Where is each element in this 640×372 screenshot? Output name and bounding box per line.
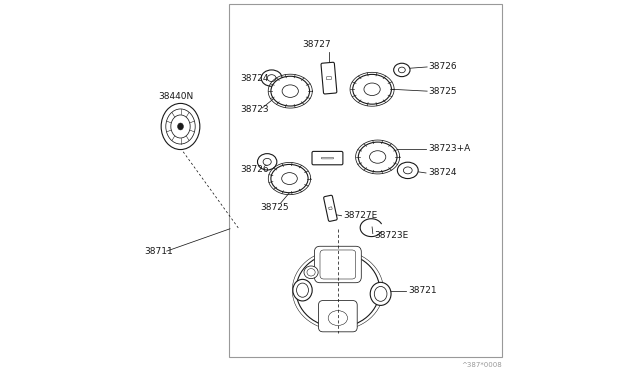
Ellipse shape xyxy=(171,115,190,138)
Ellipse shape xyxy=(282,173,298,185)
Text: 38726: 38726 xyxy=(240,165,269,174)
Ellipse shape xyxy=(304,266,318,279)
Text: 38711: 38711 xyxy=(145,247,173,256)
Ellipse shape xyxy=(403,167,412,174)
Text: 38440N: 38440N xyxy=(158,92,193,101)
Ellipse shape xyxy=(370,282,391,305)
Text: 38726: 38726 xyxy=(429,62,457,71)
Ellipse shape xyxy=(166,109,195,144)
Text: ^387*0008: ^387*0008 xyxy=(461,362,502,368)
Text: 38723E: 38723E xyxy=(374,231,408,240)
Ellipse shape xyxy=(328,311,348,326)
Text: 38725: 38725 xyxy=(429,87,457,96)
FancyBboxPatch shape xyxy=(320,250,356,279)
Text: 38725: 38725 xyxy=(260,203,289,212)
Ellipse shape xyxy=(177,123,184,130)
Ellipse shape xyxy=(293,279,312,301)
Ellipse shape xyxy=(257,154,277,170)
Ellipse shape xyxy=(271,164,308,193)
Ellipse shape xyxy=(364,83,380,96)
Ellipse shape xyxy=(296,253,380,327)
Text: 38723: 38723 xyxy=(240,105,269,114)
FancyBboxPatch shape xyxy=(321,157,333,159)
Ellipse shape xyxy=(261,70,282,86)
Ellipse shape xyxy=(394,63,410,77)
Ellipse shape xyxy=(296,283,308,297)
FancyBboxPatch shape xyxy=(324,195,337,221)
FancyBboxPatch shape xyxy=(329,207,332,210)
Text: 38724: 38724 xyxy=(240,74,269,83)
Ellipse shape xyxy=(358,142,397,172)
Ellipse shape xyxy=(161,103,200,150)
FancyBboxPatch shape xyxy=(326,77,332,80)
Ellipse shape xyxy=(271,76,310,106)
Bar xyxy=(229,4,502,357)
Ellipse shape xyxy=(307,269,315,276)
FancyBboxPatch shape xyxy=(319,301,357,332)
Ellipse shape xyxy=(374,286,387,301)
Ellipse shape xyxy=(353,74,392,104)
FancyBboxPatch shape xyxy=(312,151,343,165)
FancyBboxPatch shape xyxy=(321,62,337,94)
Ellipse shape xyxy=(263,158,271,165)
FancyBboxPatch shape xyxy=(314,246,362,283)
Text: 38727E: 38727E xyxy=(343,211,378,220)
Text: 38727: 38727 xyxy=(302,40,331,49)
Ellipse shape xyxy=(282,85,298,97)
Ellipse shape xyxy=(397,162,418,179)
Ellipse shape xyxy=(399,67,405,73)
Ellipse shape xyxy=(369,151,386,163)
Text: 38723+A: 38723+A xyxy=(429,144,471,153)
Ellipse shape xyxy=(268,75,276,81)
Text: 38724: 38724 xyxy=(429,169,457,177)
Text: 38721: 38721 xyxy=(408,286,436,295)
